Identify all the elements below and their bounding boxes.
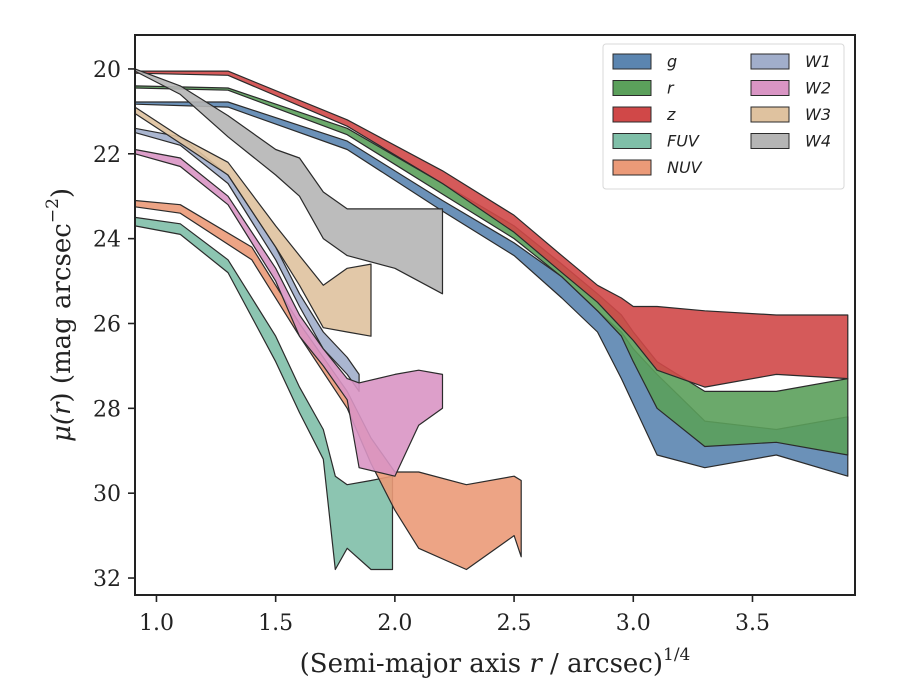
legend-swatch-g xyxy=(612,53,652,70)
x-axis-title: (Semi-major axis r / arcsec)1/4 xyxy=(300,645,691,679)
series-band-w4 xyxy=(134,68,444,295)
series-band-w3 xyxy=(134,106,372,337)
legend-swatch-r xyxy=(612,80,652,96)
series-layer xyxy=(134,68,849,571)
y-tick-label: 24 xyxy=(93,228,121,253)
legend-swatch-w1 xyxy=(750,53,790,70)
legend-swatch-z xyxy=(612,106,652,123)
y-tick-label: 28 xyxy=(93,397,121,422)
y-tick-label: 20 xyxy=(93,58,121,83)
x-tick-label: 2.5 xyxy=(497,611,532,636)
legend-label-w3: W3 xyxy=(805,105,831,124)
legend-label-g: g xyxy=(667,52,677,71)
series-band-w2 xyxy=(134,148,444,477)
plot-frame xyxy=(134,34,856,596)
legend: grz FUV NUV W1 W2 W3 W4 xyxy=(602,43,845,190)
x-tick-label: 1.0 xyxy=(139,611,174,636)
axes-layer: 1.0 1.5 2.0 2.5 3.0 3.5 20 22 24 26 28 30 32 xyxy=(93,34,856,636)
y-tick-label: 22 xyxy=(93,143,121,168)
legend-label-z: z xyxy=(666,105,676,124)
x-tick-label: 3.0 xyxy=(616,611,651,636)
y-axis-title: μ(r) (mag arcsec−2) xyxy=(43,188,77,442)
legend-swatch-nuv xyxy=(612,159,652,176)
legend-label-r: r xyxy=(667,79,675,98)
legend-label-nuv: NUV xyxy=(667,158,703,177)
x-tick-label: 3.5 xyxy=(735,611,770,636)
legend-swatch-w3 xyxy=(750,106,790,123)
x-tick-label: 1.5 xyxy=(258,611,293,636)
legend-label-w2: W2 xyxy=(805,79,831,98)
legend-swatch-w4 xyxy=(750,133,790,149)
legend-swatch-w2 xyxy=(750,80,790,96)
series-band-z xyxy=(134,70,849,388)
legend-label-w4: W4 xyxy=(805,132,831,151)
legend-swatch-fuv xyxy=(612,133,652,149)
legend-label-fuv: FUV xyxy=(667,132,700,151)
x-tick-label: 2.0 xyxy=(377,611,412,636)
series-band-fuv xyxy=(134,216,394,571)
legend-label-w1: W1 xyxy=(805,52,831,71)
y-tick-label: 32 xyxy=(93,567,121,592)
y-tick-label: 26 xyxy=(93,312,121,337)
y-tick-label: 30 xyxy=(93,482,121,507)
